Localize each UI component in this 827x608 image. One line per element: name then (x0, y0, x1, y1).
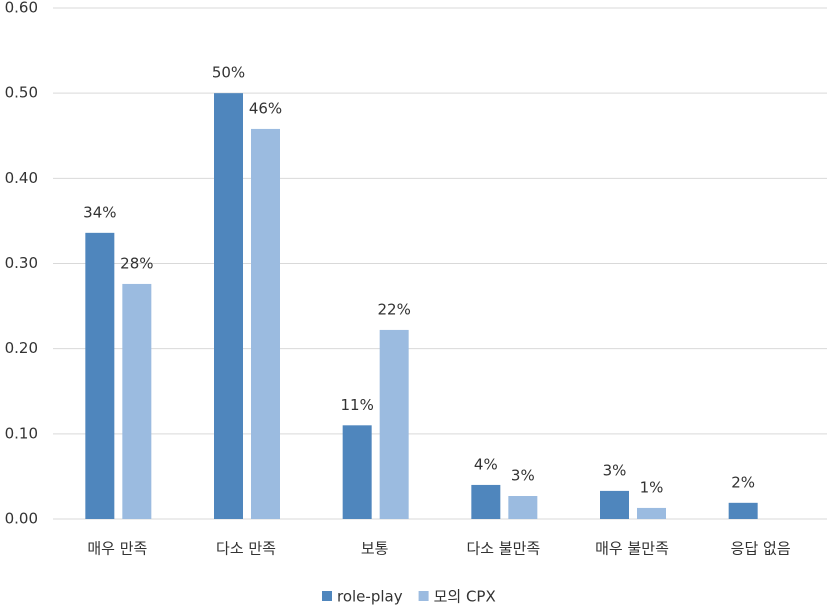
bar (728, 502, 758, 519)
data-label: 46% (249, 99, 282, 117)
y-tick-label: 0.50 (5, 84, 38, 102)
bar (637, 507, 666, 519)
data-label: 11% (340, 396, 373, 414)
y-tick-label: 0.20 (5, 339, 38, 357)
x-tick-label: 보통 (361, 540, 389, 558)
data-label: 28% (120, 254, 153, 272)
bar (471, 484, 501, 519)
y-tick-label: 0.60 (5, 0, 38, 17)
bar (342, 425, 372, 519)
legend-swatch (322, 591, 332, 601)
bar (122, 283, 152, 519)
y-tick-label: 0.30 (5, 254, 38, 272)
data-label: 1% (640, 478, 664, 496)
data-label: 3% (603, 461, 627, 479)
legend-label: role-play (337, 588, 403, 606)
bar (85, 232, 115, 519)
x-tick-label: 매우 만족 (87, 540, 147, 558)
x-tick-label: 다소 만족 (216, 540, 276, 558)
bar (508, 496, 538, 519)
bar (379, 329, 409, 519)
data-label: 4% (474, 455, 498, 473)
data-label: 3% (511, 467, 535, 485)
bar (251, 128, 280, 520)
y-tick-label: 0.00 (5, 510, 38, 528)
data-label: 22% (377, 300, 410, 318)
data-label: 34% (83, 203, 116, 221)
legend-label: 모의 CPX (434, 588, 496, 606)
bar (214, 93, 243, 520)
y-tick-label: 0.40 (5, 169, 38, 187)
data-label: 50% (212, 64, 245, 82)
x-tick-label: 응답 없음 (731, 540, 791, 558)
x-tick-label: 매우 불만족 (595, 540, 669, 558)
y-tick-label: 0.10 (5, 424, 38, 442)
bar (600, 490, 629, 519)
x-tick-label: 다소 불만족 (466, 540, 540, 558)
data-label: 2% (731, 473, 755, 491)
legend-swatch (418, 591, 429, 601)
